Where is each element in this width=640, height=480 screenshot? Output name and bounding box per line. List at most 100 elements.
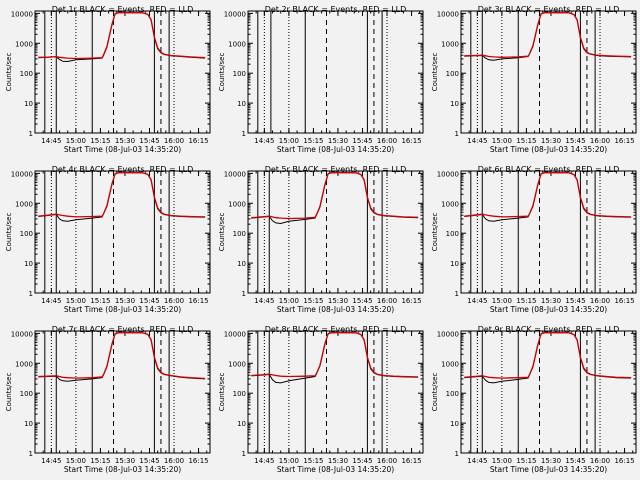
y-tick-label: 10 xyxy=(450,260,459,268)
x-tick-label: 15:15 xyxy=(516,137,536,145)
y-tick-label: 10000 xyxy=(437,330,459,338)
y-tick-label: 1 xyxy=(455,130,459,138)
plot-frame xyxy=(247,10,424,134)
plot-frame xyxy=(460,10,637,134)
y-axis-label: Counts/sec xyxy=(5,53,13,92)
y-tick-label: 1000 xyxy=(228,40,246,48)
y-tick-label: 10000 xyxy=(437,10,459,18)
y-tick-label: 10 xyxy=(24,260,33,268)
events-series-line xyxy=(464,331,632,384)
x-tick-label: 15:45 xyxy=(565,137,585,145)
y-tick-label: 10000 xyxy=(11,10,33,18)
x-axis-label: Start Time (08-Jul-03 14:35:20) xyxy=(64,305,181,314)
chart-title: Det 9r BLACK = Events, RED = LLD xyxy=(478,325,620,334)
chart-panel-4: Det 4r BLACK = Events, RED = LLD 1 10 100 10… xyxy=(5,165,211,314)
chart-title: Det 3r BLACK = Events, RED = LLD xyxy=(478,5,620,14)
chart-title: Det 4r BLACK = Events, RED = LLD xyxy=(52,165,194,174)
x-tick-label: 15:15 xyxy=(90,137,110,145)
y-axis-label: Counts/sec xyxy=(431,373,439,412)
chart-title: Det 6r BLACK = Events, RED = LLD xyxy=(478,165,620,174)
plot-frame xyxy=(247,330,424,454)
x-tick-label: 15:30 xyxy=(115,297,135,305)
y-tick-label: 10000 xyxy=(11,170,33,178)
x-tick-label: 16:15 xyxy=(614,457,634,465)
x-tick-label: 16:15 xyxy=(401,137,421,145)
x-axis-label: Start Time (08-Jul-03 14:35:20) xyxy=(64,465,181,474)
y-tick-label: 100 xyxy=(446,70,459,78)
y-tick-label: 1000 xyxy=(15,40,33,48)
chart-panel-7: Det 7r BLACK = Events, RED = LLD 1 10 100 10… xyxy=(5,325,211,474)
x-tick-label: 15:45 xyxy=(352,297,372,305)
x-axis-label: Start Time (08-Jul-03 14:35:20) xyxy=(277,145,394,154)
plot-frame xyxy=(34,170,211,294)
x-tick-label: 15:45 xyxy=(139,137,159,145)
x-tick-label: 15:00 xyxy=(492,297,512,305)
y-tick-label: 100 xyxy=(20,230,33,238)
x-tick-label: 14:45 xyxy=(467,457,487,465)
x-tick-label: 15:45 xyxy=(139,297,159,305)
events-series-line xyxy=(38,11,206,63)
y-tick-label: 10 xyxy=(24,100,33,108)
x-tick-label: 14:45 xyxy=(254,297,274,305)
lld-series-line xyxy=(251,332,419,378)
lld-series-line xyxy=(38,12,206,60)
y-tick-label: 1 xyxy=(29,450,33,458)
y-axis-label: Counts/sec xyxy=(218,213,226,252)
lld-series-line xyxy=(464,172,632,218)
x-tick-label: 14:45 xyxy=(467,137,487,145)
x-tick-label: 15:30 xyxy=(541,297,561,305)
x-axis-label: Start Time (08-Jul-03 14:35:20) xyxy=(277,305,394,314)
plot-frame xyxy=(460,330,637,454)
y-tick-label: 1 xyxy=(29,130,33,138)
x-tick-label: 15:30 xyxy=(328,137,348,145)
x-tick-label: 15:15 xyxy=(303,297,323,305)
x-tick-label: 16:15 xyxy=(188,137,208,145)
x-axis-label: Start Time (08-Jul-03 14:35:20) xyxy=(64,145,181,154)
plot-frame xyxy=(460,170,637,294)
y-tick-label: 10 xyxy=(24,420,33,428)
x-tick-label: 15:30 xyxy=(541,457,561,465)
x-tick-label: 16:15 xyxy=(401,457,421,465)
plot-frame xyxy=(34,330,211,454)
x-tick-label: 15:45 xyxy=(139,457,159,465)
y-tick-label: 1 xyxy=(455,290,459,298)
chart-panel-3: Det 3r BLACK = Events, RED = LLD 1 10 100 10… xyxy=(431,5,637,154)
y-axis-label: Counts/sec xyxy=(218,53,226,92)
x-axis-label: Start Time (08-Jul-03 14:35:20) xyxy=(490,305,607,314)
x-axis-label: Start Time (08-Jul-03 14:35:20) xyxy=(277,465,394,474)
x-tick-label: 15:45 xyxy=(352,457,372,465)
x-tick-label: 16:00 xyxy=(377,457,397,465)
y-tick-label: 100 xyxy=(233,70,246,78)
lld-series-line xyxy=(464,332,632,379)
chart-title: Det 2r BLACK = Events, RED = LLD xyxy=(265,5,407,14)
x-tick-label: 16:15 xyxy=(188,457,208,465)
y-tick-label: 1 xyxy=(242,130,246,138)
y-tick-label: 1000 xyxy=(228,360,246,368)
x-tick-label: 15:45 xyxy=(565,457,585,465)
plot-frame xyxy=(247,170,424,294)
y-tick-label: 10000 xyxy=(224,10,246,18)
y-tick-label: 1000 xyxy=(441,40,459,48)
y-tick-label: 10 xyxy=(237,420,246,428)
x-tick-label: 15:00 xyxy=(66,457,86,465)
x-tick-label: 16:00 xyxy=(377,297,397,305)
x-tick-label: 16:00 xyxy=(164,457,184,465)
chart-panel-9: Det 9r BLACK = Events, RED = LLD 1 10 100 10… xyxy=(431,325,637,474)
y-tick-label: 100 xyxy=(20,390,33,398)
chart-title: Det 7r BLACK = Events, RED = LLD xyxy=(52,325,194,334)
events-series-line xyxy=(464,11,632,61)
y-axis-label: Counts/sec xyxy=(5,373,13,412)
x-tick-label: 15:45 xyxy=(565,297,585,305)
chart-panel-5: Det 5r BLACK = Events, RED = LLD 1 10 100 10… xyxy=(218,165,424,314)
y-tick-label: 10 xyxy=(237,260,246,268)
lld-series-line xyxy=(251,172,419,220)
y-tick-label: 10 xyxy=(450,100,459,108)
y-tick-label: 1000 xyxy=(228,200,246,208)
x-tick-label: 15:00 xyxy=(279,457,299,465)
y-tick-label: 1000 xyxy=(15,360,33,368)
x-tick-label: 15:15 xyxy=(303,457,323,465)
lld-series-line xyxy=(38,172,206,218)
x-tick-label: 15:00 xyxy=(66,297,86,305)
y-tick-label: 100 xyxy=(233,390,246,398)
